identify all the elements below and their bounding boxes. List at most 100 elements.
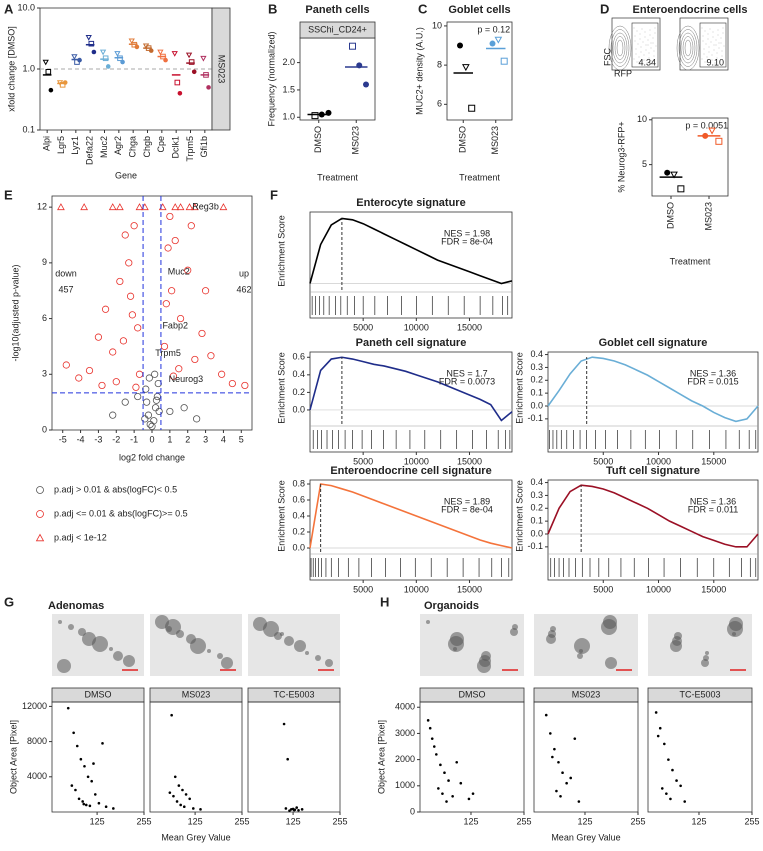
point [166, 407, 174, 416]
point [184, 266, 192, 274]
x-tick-label: 15000 [457, 322, 482, 332]
x-tick-label: DMSO [313, 126, 323, 153]
point [201, 287, 210, 295]
plot-frame [51, 701, 145, 813]
x-axis-label: log2 fold change [119, 452, 185, 462]
flow-contour [676, 25, 700, 71]
x-tick-label: 5 [239, 434, 244, 444]
flow-contour [610, 29, 630, 67]
organoid [426, 620, 430, 624]
point [112, 378, 120, 386]
flow-event [718, 42, 720, 44]
point [109, 411, 117, 419]
facet-strip-label: DMSO [85, 689, 112, 699]
point [445, 800, 448, 803]
organoid [579, 649, 583, 653]
point [74, 788, 77, 792]
flow-event [713, 49, 715, 51]
flow-event [715, 39, 717, 41]
organoid [221, 657, 233, 669]
x-tick-label: MS023 [351, 126, 361, 155]
organoid [510, 628, 518, 636]
organoid [727, 621, 743, 637]
y-tick-label: 0.3 [530, 490, 543, 500]
x-tick-label: 4 [221, 434, 226, 444]
point [191, 355, 199, 364]
point [190, 203, 199, 211]
flow-event [717, 29, 719, 31]
point [77, 57, 82, 63]
x-axis-label: Mean Grey Value [161, 832, 230, 842]
point [168, 287, 176, 295]
x-tick-label: 125 [90, 816, 105, 826]
point [437, 787, 440, 790]
y-tick-label: 0.3 [530, 362, 543, 372]
flow-event [711, 59, 713, 61]
point [157, 49, 164, 56]
x-tick-label: 10000 [404, 456, 429, 466]
x-tick-label: -1 [130, 434, 138, 444]
fdr-label: FDR = 8e-04 [441, 236, 493, 246]
point [175, 365, 183, 373]
point [675, 779, 678, 782]
point [462, 64, 470, 72]
flow-event [722, 27, 724, 29]
flow-event [636, 30, 638, 32]
flow-contour [678, 29, 698, 67]
x-tick-label: Chga [128, 136, 138, 158]
point [218, 370, 226, 378]
y-tick-label: 0.2 [530, 375, 543, 385]
point [62, 80, 68, 85]
facet-strip-label: MS023 [572, 689, 601, 699]
flow-event [716, 52, 718, 54]
flow-event [654, 32, 656, 34]
point [97, 801, 101, 805]
point [471, 792, 475, 795]
point [84, 803, 88, 807]
organoid [57, 659, 71, 673]
panel-letter: E [4, 187, 13, 202]
point [162, 300, 170, 308]
flow-gate [699, 22, 727, 68]
point [90, 779, 93, 783]
legend-label: p.adj <= 0.01 & abs(logFC)>= 0.5 [54, 508, 188, 518]
chart-title: Goblet cells [448, 4, 510, 16]
flow-event [644, 36, 646, 38]
flow-event [652, 37, 654, 39]
point [154, 379, 162, 388]
plot-frame [309, 479, 513, 581]
flow-event [648, 57, 650, 59]
point [193, 415, 201, 423]
point [86, 775, 90, 779]
facet-strip [211, 7, 231, 131]
facet-strip-label: TC-E5003 [679, 689, 720, 699]
organoid [68, 624, 74, 630]
flow-event [651, 60, 653, 62]
point [203, 72, 209, 78]
y-tick-label: 3000 [395, 728, 415, 738]
flow-event [713, 44, 715, 46]
organoid [448, 636, 464, 652]
panel-letter: A [4, 1, 14, 16]
point [174, 79, 181, 86]
flow-event [640, 46, 642, 48]
organoid [574, 638, 590, 654]
point [135, 203, 144, 211]
point [126, 292, 135, 300]
point [187, 222, 195, 230]
point [284, 807, 288, 810]
y-tick-label: 0.4 [292, 510, 305, 520]
organoid [732, 632, 736, 636]
plot-frame [149, 701, 243, 813]
flow-event [708, 51, 710, 53]
point [98, 381, 106, 390]
flow-event [647, 39, 649, 41]
x-tick-label: 255 [516, 816, 531, 826]
x-tick-label: 1 [167, 434, 172, 444]
y-tick-label: 1.5 [282, 84, 295, 94]
flow-axis-label: RFP [614, 68, 632, 78]
point [500, 57, 508, 65]
point [45, 68, 52, 75]
x-tick-label: -3 [94, 434, 102, 444]
